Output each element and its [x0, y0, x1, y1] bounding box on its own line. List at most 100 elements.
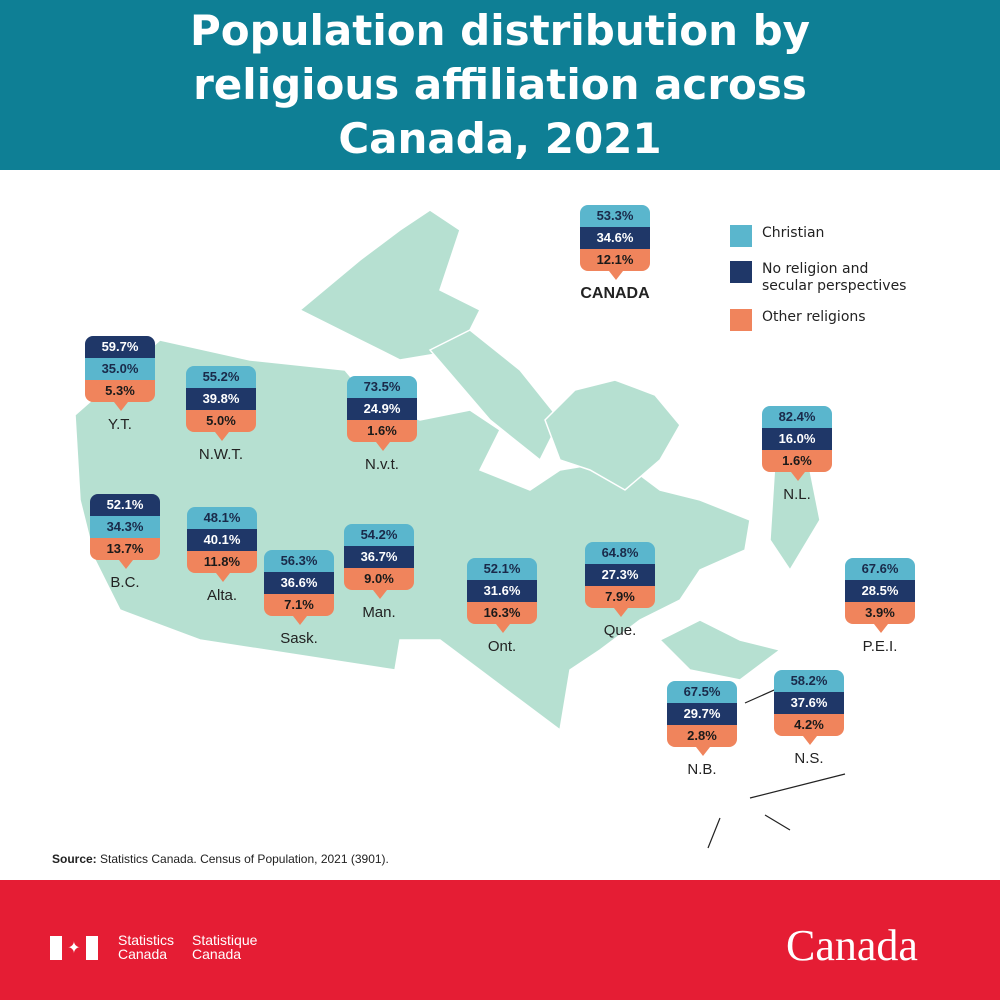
value-no_religion: 39.8%: [186, 388, 256, 410]
region-callout: 53.3% 34.6% 12.1% CANADA: [580, 205, 650, 302]
footer-banner: ✦ Statistics Canada Statistique Canada Can…: [0, 880, 1000, 1000]
pointer: [376, 442, 390, 451]
legend-swatch: [730, 225, 752, 247]
region-callout: 55.2% 39.8% 5.0% N.W.T.: [186, 366, 256, 463]
value-other: 2.8%: [667, 725, 737, 747]
region-label: N.L.: [783, 486, 811, 503]
value-other: 4.2%: [774, 714, 844, 736]
value-christian: 82.4%: [762, 406, 832, 428]
pointer: [614, 608, 628, 617]
page-title: Population distribution by religious aff…: [189, 6, 811, 163]
region-callout: 52.1% 34.3% 13.7% B.C.: [90, 494, 160, 591]
region-label: Man.: [362, 604, 396, 621]
value-no_religion: 40.1%: [187, 529, 257, 551]
value-christian: 73.5%: [347, 376, 417, 398]
region-callout: 48.1% 40.1% 11.8% Alta.: [187, 507, 257, 604]
canada-wordmark: Canada: [786, 921, 918, 970]
agency-signature: Statistics Canada Statistique Canada: [118, 932, 258, 962]
pointer: [696, 747, 710, 756]
value-no_religion: 16.0%: [762, 428, 832, 450]
value-no_religion: 24.9%: [347, 398, 417, 420]
value-no_religion: 36.7%: [344, 546, 414, 568]
region-label: Ont.: [487, 638, 517, 655]
source-note: Source: Statistics Canada. Census of Pop…: [52, 852, 389, 866]
region-label: N.W.T.: [198, 446, 244, 463]
pointer: [119, 560, 133, 569]
pointer: [609, 271, 623, 280]
value-other: 5.0%: [186, 410, 256, 432]
region-label: Sask.: [280, 630, 318, 647]
value-christian: 67.6%: [845, 558, 915, 580]
pointer: [803, 736, 817, 745]
pointer: [293, 616, 307, 625]
value-other: 16.3%: [467, 602, 537, 624]
legend: Christian No religion and secular perspec…: [730, 225, 912, 345]
legend-label: Other religions: [762, 309, 866, 325]
legend-label: No religion and secular perspectives: [762, 261, 907, 294]
value-christian: 54.2%: [344, 524, 414, 546]
value-christian: 67.5%: [667, 681, 737, 703]
region-callout: 67.6% 28.5% 3.9% P.E.I.: [845, 558, 915, 655]
header-banner: Population distribution by religious aff…: [0, 0, 1000, 170]
value-other: 9.0%: [344, 568, 414, 590]
pointer: [215, 432, 229, 441]
region-callout: 58.2% 37.6% 4.2% N.S.: [774, 670, 844, 767]
value-no_religion: 59.7%: [85, 336, 155, 358]
value-christian: 53.3%: [580, 205, 650, 227]
value-no_religion: 36.6%: [264, 572, 334, 594]
canada-flag-icon: ✦: [50, 936, 98, 960]
region-label: Que.: [603, 622, 637, 639]
value-other: 12.1%: [580, 249, 650, 271]
value-other: 1.6%: [347, 420, 417, 442]
region-label: Alta.: [206, 587, 237, 604]
pointer: [791, 472, 805, 481]
value-other: 7.1%: [264, 594, 334, 616]
value-christian: 35.0%: [85, 358, 155, 380]
value-no_religion: 37.6%: [774, 692, 844, 714]
value-no_religion: 29.7%: [667, 703, 737, 725]
region-label: N.S.: [794, 750, 824, 767]
arctic-islands-shape: [298, 209, 482, 361]
region-label: CANADA: [580, 285, 650, 302]
value-christian: 52.1%: [467, 558, 537, 580]
value-no_religion: 28.5%: [845, 580, 915, 602]
legend-item-other: Other religions: [730, 309, 912, 331]
legend-swatch: [730, 309, 752, 331]
region-callout: 64.8% 27.3% 7.9% Que.: [585, 542, 655, 639]
region-callout: 82.4% 16.0% 1.6% N.L.: [762, 406, 832, 503]
region-callout: 56.3% 36.6% 7.1% Sask.: [264, 550, 334, 647]
region-callout: 59.7% 35.0% 5.3% Y.T.: [85, 336, 155, 433]
region-label: N.v.t.: [365, 456, 399, 473]
region-callout: 67.5% 29.7% 2.8% N.B.: [667, 681, 737, 778]
pointer: [373, 590, 387, 599]
region-callout: 52.1% 31.6% 16.3% Ont.: [467, 558, 537, 655]
value-no_religion: 52.1%: [90, 494, 160, 516]
value-christian: 64.8%: [585, 542, 655, 564]
region-label: B.C.: [110, 574, 140, 591]
pointer: [496, 624, 510, 633]
value-other: 13.7%: [90, 538, 160, 560]
value-other: 3.9%: [845, 602, 915, 624]
value-no_religion: 34.6%: [580, 227, 650, 249]
region-label: P.E.I.: [862, 638, 898, 655]
value-christian: 55.2%: [186, 366, 256, 388]
value-other: 1.6%: [762, 450, 832, 472]
value-christian: 56.3%: [264, 550, 334, 572]
pointer: [874, 624, 888, 633]
maple-leaf-shape: [544, 379, 681, 491]
value-other: 7.9%: [585, 586, 655, 608]
value-christian: 48.1%: [187, 507, 257, 529]
region-label: Y.T.: [108, 416, 132, 433]
value-other: 11.8%: [187, 551, 257, 573]
value-no_religion: 27.3%: [585, 564, 655, 586]
legend-item-christian: Christian: [730, 225, 912, 247]
legend-item-no_religion: No religion and secular perspectives: [730, 261, 912, 295]
pointer: [114, 402, 128, 411]
region-callout: 73.5% 24.9% 1.6% N.v.t.: [347, 376, 417, 473]
pointer: [216, 573, 230, 582]
region-callout: 54.2% 36.7% 9.0% Man.: [344, 524, 414, 621]
value-no_religion: 31.6%: [467, 580, 537, 602]
value-christian: 58.2%: [774, 670, 844, 692]
legend-label: Christian: [762, 225, 825, 241]
value-christian: 34.3%: [90, 516, 160, 538]
